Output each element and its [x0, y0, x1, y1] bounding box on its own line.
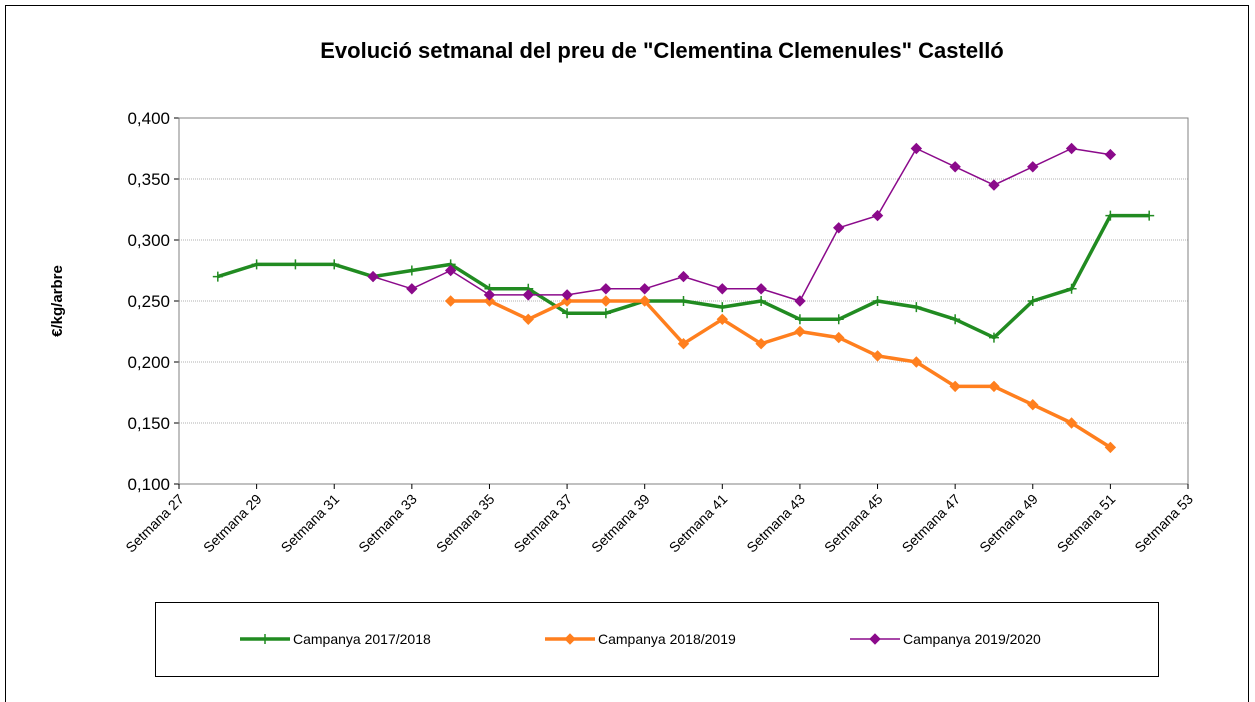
chart-title: Evolució setmanal del preu de "Clementin…: [320, 38, 1004, 63]
point: [1144, 210, 1155, 221]
point: [522, 313, 534, 326]
point: [988, 380, 1000, 393]
point: [833, 314, 844, 325]
point: [949, 161, 961, 173]
legend-label: Campanya 2017/2018: [293, 631, 431, 647]
point: [600, 308, 611, 319]
point: [251, 259, 262, 270]
point: [483, 289, 496, 301]
legend-box: [155, 602, 1159, 677]
legend-label: Campanya 2019/2020: [903, 631, 1041, 647]
point: [1065, 417, 1078, 429]
point: [1027, 296, 1038, 306]
point: [794, 325, 806, 338]
point: [871, 350, 884, 362]
point: [677, 337, 690, 350]
point: [290, 259, 301, 270]
series-line: [450, 299, 1112, 449]
y-tick-label: 0,200: [127, 353, 170, 372]
point: [562, 308, 573, 319]
point: [1065, 142, 1078, 155]
point: [212, 271, 223, 282]
point: [1066, 283, 1077, 294]
point: [561, 295, 573, 307]
legend-marker: [869, 633, 881, 645]
point: [483, 295, 496, 307]
point: [561, 289, 573, 301]
point: [522, 289, 534, 301]
point: [872, 296, 883, 306]
point: [949, 380, 961, 393]
point: [1104, 441, 1117, 454]
point: [988, 332, 999, 343]
point: [871, 209, 884, 222]
legend-marker: [260, 634, 270, 644]
point: [600, 295, 612, 307]
point: [794, 314, 805, 325]
point: [833, 331, 845, 344]
point: [911, 302, 922, 313]
y-tick-label: 0,400: [127, 109, 170, 128]
point: [600, 283, 612, 295]
point: [910, 142, 923, 155]
legend-marker: [564, 633, 576, 645]
point: [717, 302, 728, 313]
point: [716, 283, 729, 295]
y-tick-label: 0,100: [127, 475, 170, 494]
y-tick-label: 0,300: [127, 231, 170, 250]
point: [638, 295, 651, 307]
point: [1027, 398, 1039, 411]
point: [716, 313, 729, 326]
chart-frame: [5, 5, 1249, 702]
legend-label: Campanya 2018/2019: [598, 631, 736, 647]
point: [638, 283, 651, 295]
point: [755, 283, 767, 295]
y-tick-label: 0,250: [127, 292, 170, 311]
point: [910, 356, 923, 368]
y-tick-label: 0,350: [127, 170, 170, 189]
point: [444, 295, 457, 307]
point: [1105, 210, 1116, 221]
point: [950, 314, 961, 325]
point: [1027, 161, 1039, 173]
plot-area: [178, 117, 1189, 485]
point: [1104, 148, 1117, 161]
series-line: [372, 147, 1111, 302]
point: [755, 337, 767, 350]
point: [678, 296, 689, 306]
point: [794, 295, 806, 307]
point: [367, 270, 379, 283]
point: [406, 283, 418, 295]
point: [329, 259, 340, 270]
point: [756, 296, 767, 306]
y-axis-label: €/kg/arbre: [49, 265, 66, 337]
point: [406, 265, 417, 276]
point: [833, 222, 845, 234]
point: [677, 270, 690, 283]
y-tick-label: 0,150: [127, 414, 170, 433]
point: [988, 179, 1000, 191]
point: [444, 264, 457, 277]
